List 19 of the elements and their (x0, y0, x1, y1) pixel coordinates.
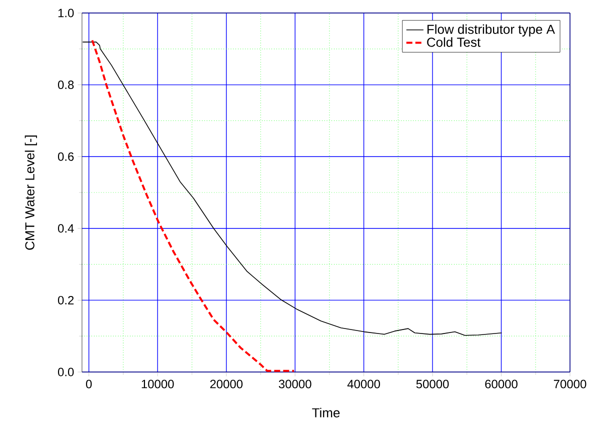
x-tick-label: 50000 (416, 380, 449, 388)
y-tick-label: 0.0 (58, 368, 74, 376)
x-tick-label: 30000 (278, 380, 312, 388)
x-tick-label: 20000 (210, 380, 243, 388)
y-tick-label: 0.8 (58, 80, 74, 90)
y-tick-label: 0.6 (58, 152, 74, 161)
y-axis-title: CMT Water Level [-] (24, 136, 37, 250)
x-axis-title: Time (312, 408, 340, 418)
y-tick-label: 0.2 (58, 296, 74, 304)
line-series (91, 39, 296, 372)
x-tick-label: 0 (86, 380, 92, 388)
x-tick-label: 60000 (485, 380, 518, 388)
legend-label: Flow distributor type A (428, 24, 555, 36)
x-tick-label: 70000 (554, 380, 586, 388)
x-tick-label: 40000 (347, 380, 380, 388)
y-tick-label: 0.4 (58, 224, 74, 233)
x-tick-label: 10000 (142, 380, 174, 388)
y-tick-label: 1.0 (58, 8, 74, 18)
legend-label: Cold Test (427, 37, 481, 47)
